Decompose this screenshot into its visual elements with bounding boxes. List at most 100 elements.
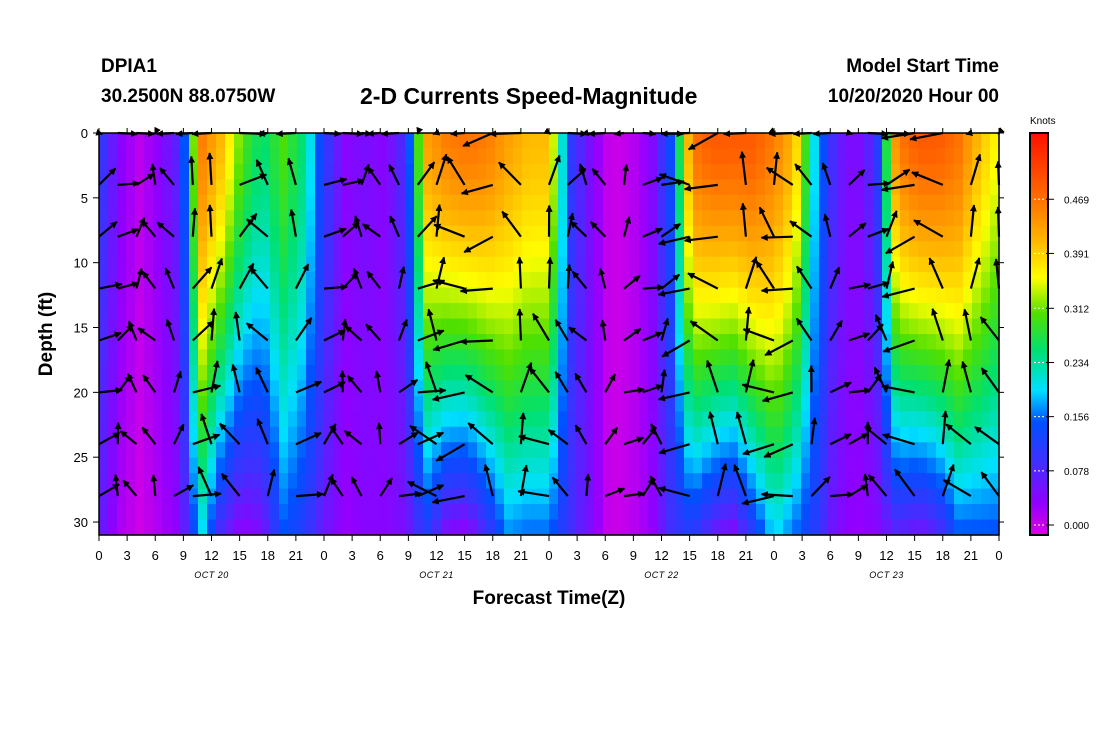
heat-cell <box>252 194 262 211</box>
heat-cell <box>432 442 442 459</box>
current-arrow <box>642 227 663 238</box>
heat-cell <box>603 488 613 505</box>
heat-cell <box>783 256 793 273</box>
heat-cell <box>927 364 937 381</box>
heat-cell <box>198 256 208 273</box>
heat-cell <box>558 287 568 304</box>
heat-cell <box>171 318 181 335</box>
heat-cell <box>918 473 928 490</box>
heat-cell <box>333 241 343 258</box>
current-arrow <box>344 325 363 342</box>
heat-cell <box>891 287 901 304</box>
heat-cell <box>810 488 820 505</box>
heat-cell <box>567 163 577 180</box>
heat-cell <box>594 334 604 351</box>
heat-cell <box>243 411 253 428</box>
current-arrow <box>397 318 408 341</box>
heat-cell <box>756 349 766 366</box>
heat-cell <box>198 272 208 289</box>
current-arrow <box>760 286 793 294</box>
heat-cell <box>630 473 640 490</box>
heat-cell <box>819 426 829 443</box>
heat-cell <box>117 241 127 258</box>
heat-cell <box>486 194 496 211</box>
heat-cell <box>117 457 127 474</box>
heat-cell <box>270 179 280 196</box>
heat-cell <box>405 395 415 412</box>
heat-cell <box>846 225 856 242</box>
heat-cell <box>126 488 136 505</box>
heat-cell <box>729 364 739 381</box>
heat-cell <box>360 411 370 428</box>
heat-cell <box>612 364 622 381</box>
heat-cell <box>675 504 685 521</box>
heat-cell <box>432 163 442 180</box>
heat-cell <box>765 194 775 211</box>
current-arrow <box>532 313 550 342</box>
heat-cell <box>198 488 208 505</box>
heat-cell <box>270 395 280 412</box>
heat-cell <box>288 318 298 335</box>
heat-cell <box>378 210 388 227</box>
heat-cell <box>351 411 361 428</box>
heat-cell <box>522 303 532 320</box>
current-arrow <box>463 235 494 254</box>
heat-cell <box>981 287 991 304</box>
heat-cell <box>279 287 289 304</box>
current-arrow <box>127 320 138 341</box>
heat-cell <box>171 519 181 536</box>
heat-cell <box>297 272 307 289</box>
heat-cell <box>783 457 793 474</box>
heat-cell <box>108 179 118 196</box>
heat-cell <box>540 488 550 505</box>
heat-cell <box>513 504 523 521</box>
heat-cell <box>351 426 361 443</box>
heat-cell <box>306 442 316 459</box>
heat-cell <box>144 380 154 397</box>
heat-cell <box>558 411 568 428</box>
heat-cell <box>711 488 721 505</box>
heat-cell <box>594 287 604 304</box>
heat-cell <box>954 272 964 289</box>
current-arrow <box>931 308 944 341</box>
heat-cell <box>927 519 937 536</box>
heat-cell <box>981 241 991 258</box>
heat-cell <box>342 473 352 490</box>
heat-cell <box>270 364 280 381</box>
heat-cell <box>225 241 235 258</box>
heat-cell <box>576 411 586 428</box>
heat-cell <box>171 272 181 289</box>
current-arrow <box>192 383 222 394</box>
heat-cell <box>774 349 784 366</box>
heat-cell <box>306 210 316 227</box>
heat-cell <box>504 179 514 196</box>
heat-cell <box>423 442 433 459</box>
heat-cell <box>981 225 991 242</box>
heat-cell <box>261 519 271 536</box>
heat-cell <box>648 303 658 320</box>
heat-cell <box>117 504 127 521</box>
heat-cell <box>459 225 469 242</box>
heat-cell <box>522 380 532 397</box>
heat-cell <box>945 287 955 304</box>
heat-cell <box>306 256 316 273</box>
heat-cell <box>180 179 190 196</box>
heat-cell <box>522 256 532 273</box>
heat-cell <box>711 225 721 242</box>
heat-cell <box>864 457 874 474</box>
heat-cell <box>396 380 406 397</box>
heat-cell <box>846 380 856 397</box>
heat-cell <box>279 163 289 180</box>
heat-cell <box>963 457 973 474</box>
heat-cell <box>963 287 973 304</box>
current-arrow <box>969 204 977 237</box>
heat-cell <box>297 210 307 227</box>
heat-cell <box>387 349 397 366</box>
heat-cell <box>936 457 946 474</box>
heat-cell <box>783 473 793 490</box>
heat-cell <box>432 133 442 150</box>
heat-cell <box>207 194 217 211</box>
heat-cell <box>549 519 559 536</box>
heat-cell <box>603 318 613 335</box>
heat-cell <box>396 318 406 335</box>
